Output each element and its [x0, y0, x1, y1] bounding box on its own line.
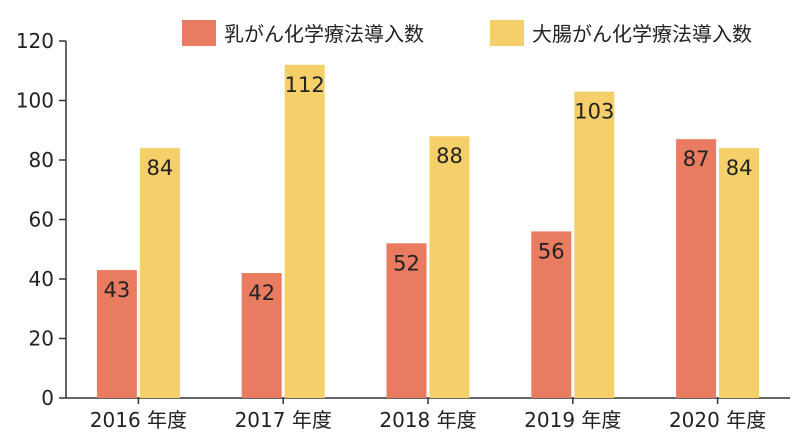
data-labels: 43 84 42 112 52 88 56 103 87 84 [104, 73, 753, 305]
x-tick-label: 2020 年度 [669, 408, 766, 432]
y-axis: 0 20 40 60 80 100 120 [16, 29, 67, 410]
y-tick-label: 80 [29, 148, 54, 172]
data-label: 84 [147, 156, 174, 180]
bar [241, 273, 282, 398]
y-tick-label: 60 [29, 208, 54, 232]
bar [719, 148, 760, 398]
y-tick-label: 100 [16, 89, 54, 113]
data-label: 88 [436, 144, 463, 168]
data-label: 112 [285, 73, 325, 97]
x-tick-label: 2016 年度 [90, 408, 187, 432]
x-tick-label: 2017 年度 [235, 408, 332, 432]
bar [139, 148, 180, 398]
y-tick-label: 40 [29, 267, 54, 291]
x-tick-label: 2018 年度 [379, 408, 476, 432]
x-axis: 2016 年度 2017 年度 2018 年度 2019 年度 2020 年度 [66, 397, 790, 432]
data-label: 87 [683, 147, 710, 171]
bar [386, 243, 427, 398]
data-label: 43 [104, 278, 131, 302]
legend: 乳がん化学療法導入数 大腸がん化学療法導入数 [182, 20, 752, 46]
bar [676, 139, 717, 399]
data-label: 56 [538, 239, 565, 263]
bar [429, 136, 470, 398]
bar [284, 64, 325, 399]
legend-swatch [182, 20, 216, 46]
legend-label: 大腸がん化学療法導入数 [532, 22, 752, 46]
data-label: 42 [248, 281, 275, 305]
data-label: 52 [393, 251, 420, 275]
bar [96, 270, 137, 398]
legend-label: 乳がん化学療法導入数 [224, 22, 424, 46]
data-label: 103 [574, 100, 614, 124]
bars [96, 64, 760, 399]
bar [574, 91, 615, 398]
bar [531, 231, 572, 398]
x-tick-label: 2019 年度 [524, 408, 621, 432]
data-label: 84 [726, 156, 753, 180]
legend-swatch [490, 20, 524, 46]
y-tick-label: 0 [41, 386, 54, 410]
y-tick-label: 120 [16, 29, 54, 53]
y-tick-label: 20 [29, 327, 54, 351]
